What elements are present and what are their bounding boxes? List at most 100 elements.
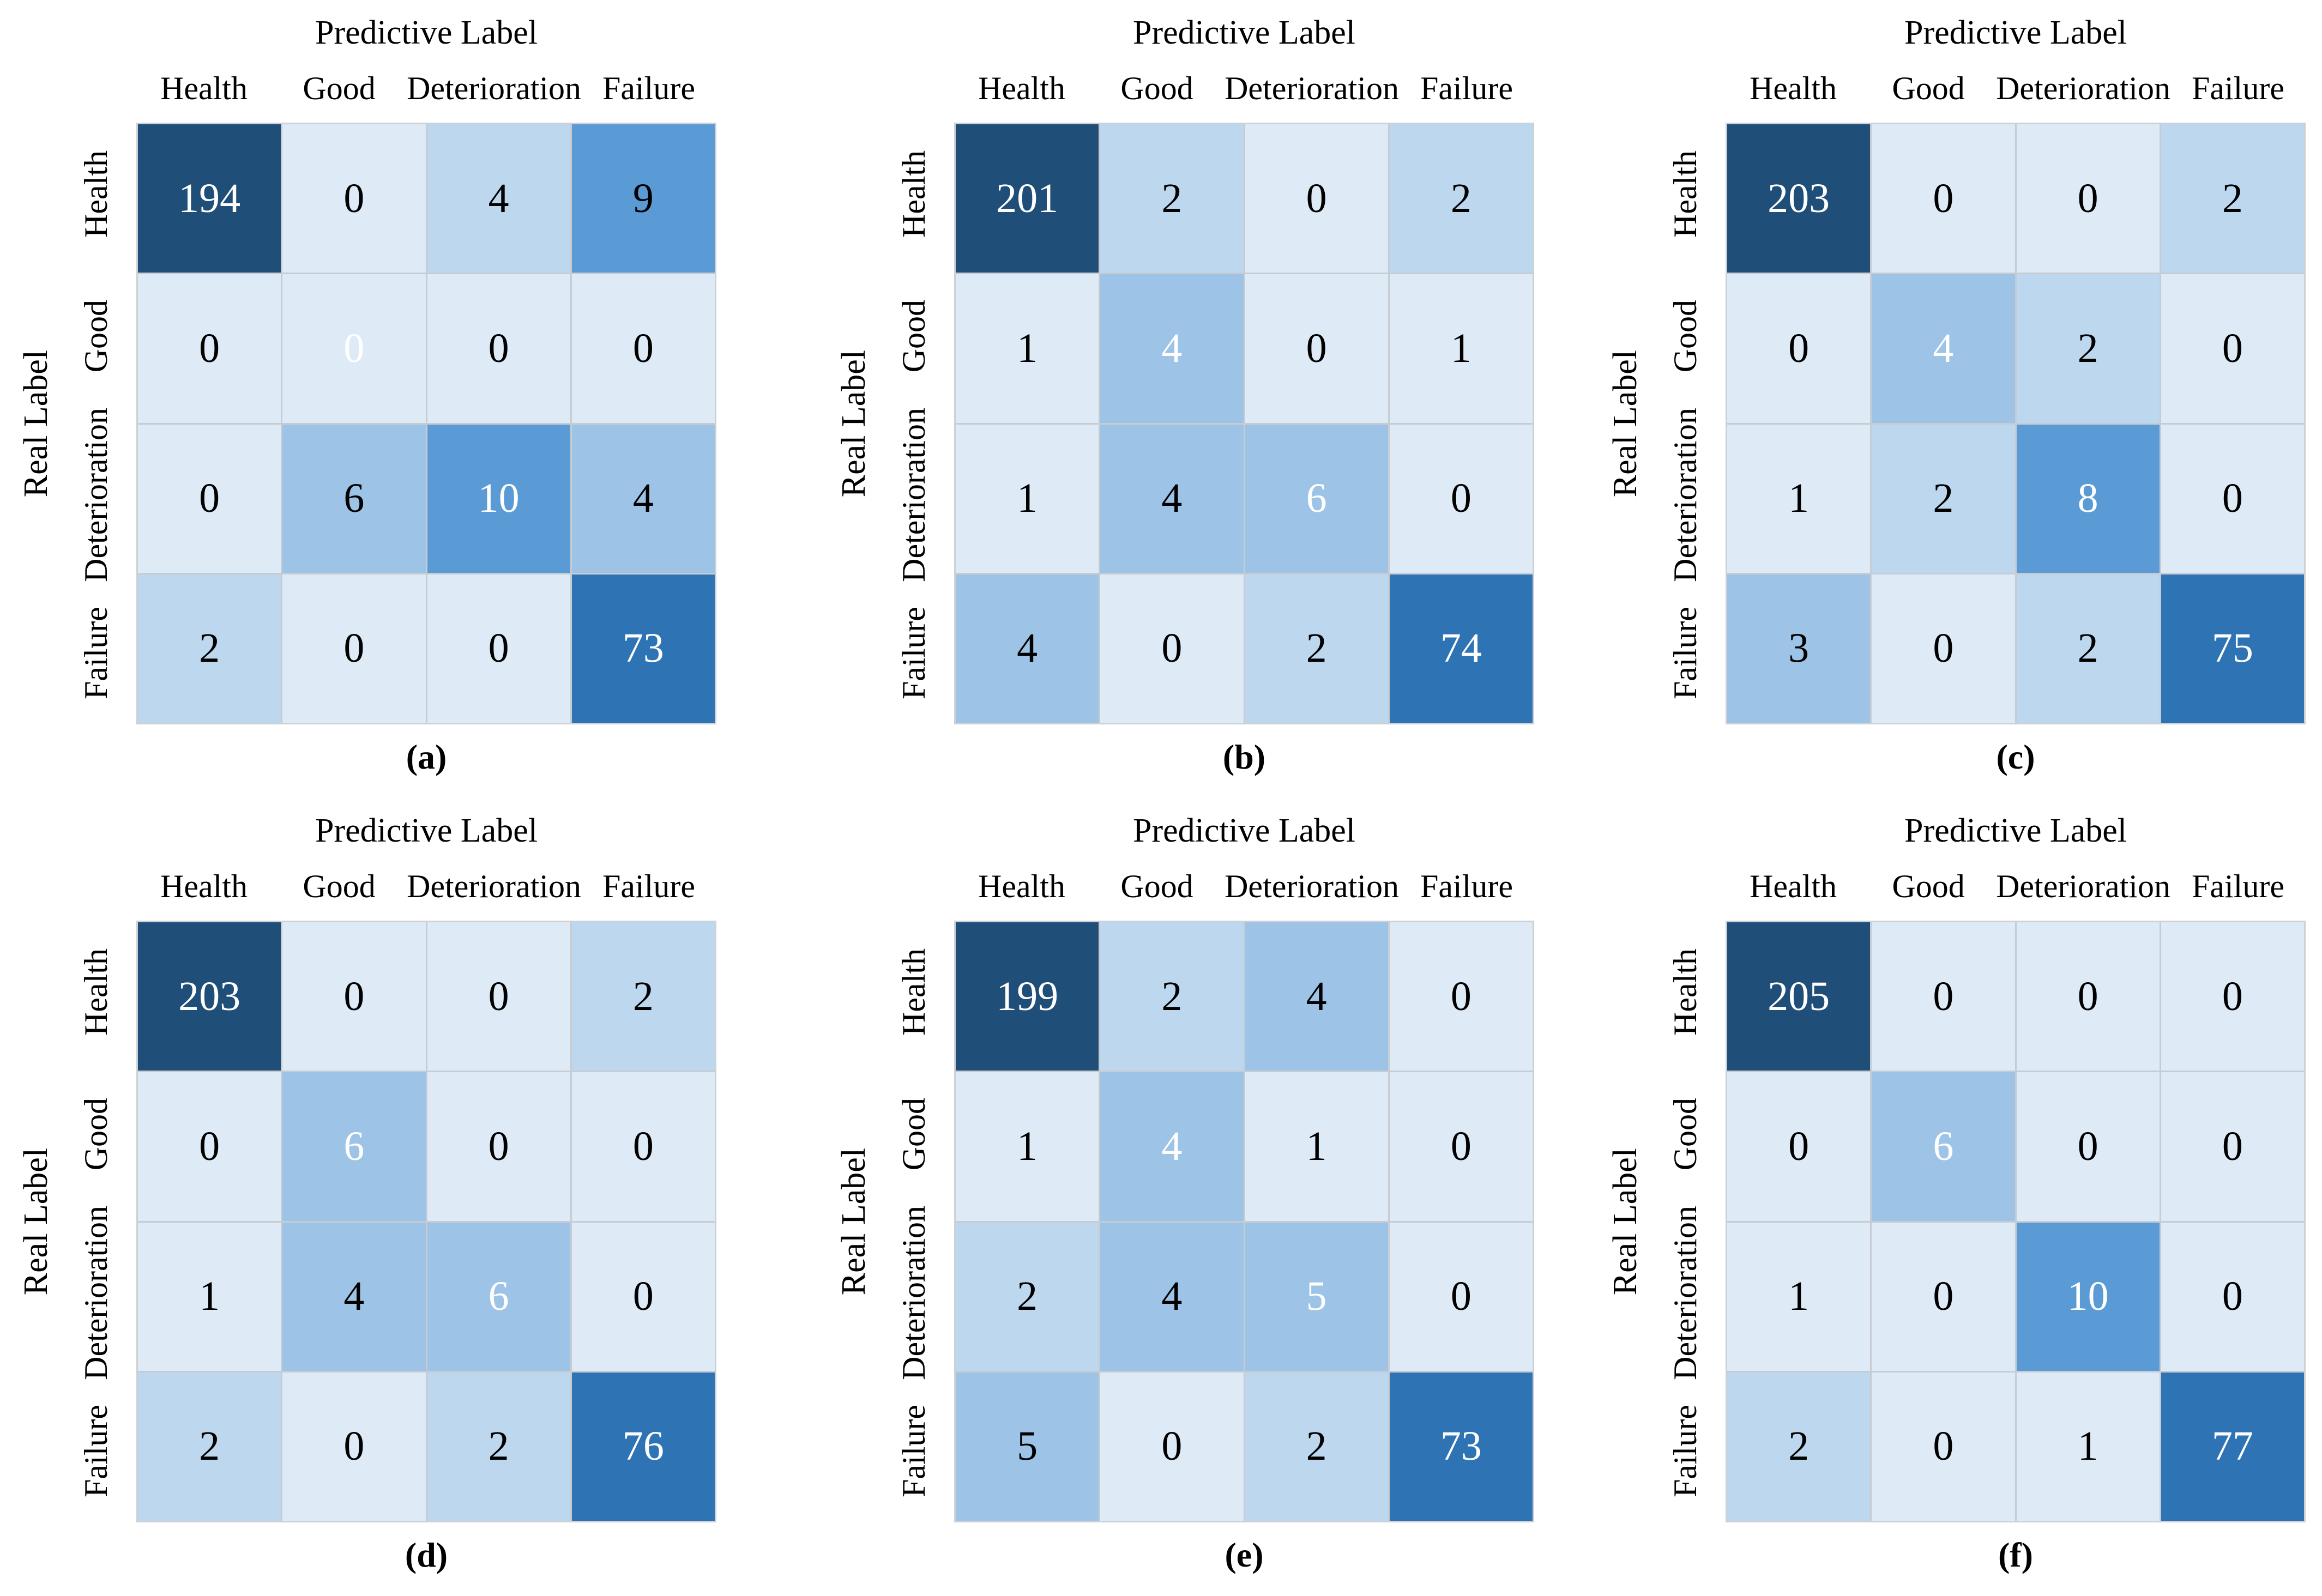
column-header-deterioration: Deterioration: [1996, 70, 2170, 106]
matrix-cell-d-0-0: 203: [138, 922, 281, 1071]
matrix-cell-a-0-0: 194: [138, 124, 281, 273]
row-label-deterioration: Deterioration: [895, 1205, 932, 1380]
row-label-slot: Deterioration: [71, 1206, 121, 1380]
matrix-cell-d-3-1: 0: [282, 1372, 426, 1521]
x-axis-title: Predictive Label: [1133, 812, 1355, 849]
matrix-cell-d-1-3: 0: [571, 1072, 715, 1221]
row-label-failure: Failure: [1667, 607, 1703, 700]
row-label-good: Good: [895, 1098, 932, 1171]
matrix-cell-c-3-3: 75: [2161, 574, 2304, 723]
y-axis-title-text: Real Label: [835, 1147, 872, 1296]
matrix-cell-d-1-1: 6: [282, 1072, 426, 1221]
matrix-cell-d-0-3: 2: [571, 922, 715, 1071]
matrix-cell-f-3-0: 2: [1727, 1372, 1871, 1521]
y-axis-title-text: Real Label: [17, 349, 55, 498]
matrix-cell-b-1-0: 1: [956, 274, 1099, 423]
matrix-cell-a-2-3: 4: [571, 424, 715, 573]
row-label-slot: Deterioration: [1660, 408, 1710, 582]
matrix-cell-a-1-2: 0: [427, 274, 570, 423]
column-header-failure: Failure: [602, 868, 695, 904]
matrix-cell-c-2-1: 2: [1872, 424, 2015, 573]
column-header-health: Health: [1750, 868, 1837, 904]
matrix-cell-c-2-3: 0: [2161, 424, 2304, 573]
row-label-slot: Health: [71, 921, 121, 1063]
matrix-cell-d-3-2: 2: [427, 1372, 570, 1521]
matrix-cell-c-3-2: 2: [2016, 574, 2160, 723]
column-header-failure: Failure: [1420, 70, 1513, 106]
matrix-cell-b-2-0: 1: [956, 424, 1099, 573]
column-header-good: Good: [1892, 868, 1965, 904]
row-label-slot: Deterioration: [889, 1206, 939, 1380]
row-label-good: Good: [1667, 1098, 1703, 1171]
confusion-matrix-panel-f: Predictive Label Health Good Deterioration…: [1548, 798, 2322, 1596]
column-headers: Health Good Deterioration Failure: [1726, 867, 2306, 906]
column-header-health: Health: [160, 70, 248, 106]
matrix-cell-c-3-1: 0: [1872, 574, 2015, 723]
matrix-cell-c-0-3: 2: [2161, 124, 2304, 273]
row-label-slot: Health: [71, 123, 121, 265]
row-label-failure: Failure: [895, 1405, 932, 1498]
matrix-cell-f-1-3: 0: [2161, 1072, 2304, 1221]
panel-caption: (d): [405, 1535, 448, 1574]
matrix-cell-f-1-0: 0: [1727, 1072, 1871, 1221]
column-header-deterioration: Deterioration: [1996, 868, 2170, 904]
row-label-slot: Good: [889, 265, 939, 407]
column-header-health: Health: [160, 868, 248, 904]
row-label-good: Good: [895, 300, 932, 373]
matrix-grid: 203 0 0 2 0 6 0 0 1 4 6 0 2 0 2 76: [136, 921, 716, 1522]
matrix-cell-e-0-2: 4: [1245, 922, 1388, 1071]
matrix-cell-a-0-1: 0: [282, 124, 426, 273]
y-axis-title: Real Label: [1602, 123, 1648, 724]
row-label-slot: Failure: [1660, 1380, 1710, 1522]
matrix-cell-c-2-2: 8: [2016, 424, 2160, 573]
matrix-cell-a-1-3: 0: [571, 274, 715, 423]
matrix-cell-f-0-2: 0: [2016, 922, 2160, 1071]
confusion-matrix-panel-c: Predictive Label Health Good Deterioration…: [1548, 0, 2322, 798]
row-label-slot: Health: [1660, 921, 1710, 1063]
row-label-slot: Good: [71, 265, 121, 407]
row-label-good: Good: [77, 1098, 114, 1171]
matrix-cell-c-0-2: 0: [2016, 124, 2160, 273]
row-label-deterioration: Deterioration: [77, 407, 114, 582]
row-label-failure: Failure: [1667, 1405, 1703, 1498]
matrix-cell-a-3-3: 73: [571, 574, 715, 723]
matrix-cell-a-2-0: 0: [138, 424, 281, 573]
column-header-failure: Failure: [602, 70, 695, 106]
row-label-failure: Failure: [895, 607, 932, 700]
column-headers: Health Good Deterioration Failure: [1726, 69, 2306, 108]
matrix-cell-e-0-0: 199: [956, 922, 1099, 1071]
matrix-cell-d-2-2: 6: [427, 1222, 570, 1371]
x-axis-title: Predictive Label: [315, 14, 538, 51]
matrix-cell-c-0-0: 203: [1727, 124, 1871, 273]
confusion-matrix-panel-b: Predictive Label Health Good Deterioration…: [774, 0, 1548, 798]
panel-caption: (e): [1225, 1535, 1264, 1574]
matrix-cell-e-3-3: 73: [1389, 1372, 1533, 1521]
column-header-deterioration: Deterioration: [407, 868, 581, 904]
y-axis-title: Real Label: [13, 123, 59, 724]
matrix-cell-c-2-0: 1: [1727, 424, 1871, 573]
matrix-cell-e-0-3: 0: [1389, 922, 1533, 1071]
matrix-cell-e-2-1: 4: [1100, 1222, 1244, 1371]
row-labels: Health Good Deterioration Failure: [889, 123, 939, 724]
matrix-cell-b-2-1: 4: [1100, 424, 1244, 573]
row-label-slot: Failure: [889, 582, 939, 724]
panel-caption: (f): [1998, 1535, 2033, 1574]
matrix-cell-e-1-1: 4: [1100, 1072, 1244, 1221]
matrix-cell-b-3-2: 2: [1245, 574, 1388, 723]
matrix-cell-f-2-2: 10: [2016, 1222, 2160, 1371]
row-label-health: Health: [77, 948, 114, 1036]
row-label-health: Health: [1667, 150, 1703, 238]
confusion-matrix-panel-e: Predictive Label Health Good Deterioration…: [774, 798, 1548, 1596]
row-labels: Health Good Deterioration Failure: [1660, 123, 1710, 724]
row-labels: Health Good Deterioration Failure: [1660, 921, 1710, 1522]
matrix-cell-d-3-3: 76: [571, 1372, 715, 1521]
row-label-slot: Deterioration: [889, 408, 939, 582]
column-header-good: Good: [1120, 70, 1193, 106]
matrix-cell-c-1-3: 0: [2161, 274, 2304, 423]
matrix-cell-f-0-3: 0: [2161, 922, 2304, 1071]
row-labels: Health Good Deterioration Failure: [71, 921, 121, 1522]
matrix-cell-a-1-1: 0: [282, 274, 426, 423]
y-axis-title: Real Label: [1602, 921, 1648, 1522]
matrix-cell-d-2-0: 1: [138, 1222, 281, 1371]
y-axis-title: Real Label: [13, 921, 59, 1522]
